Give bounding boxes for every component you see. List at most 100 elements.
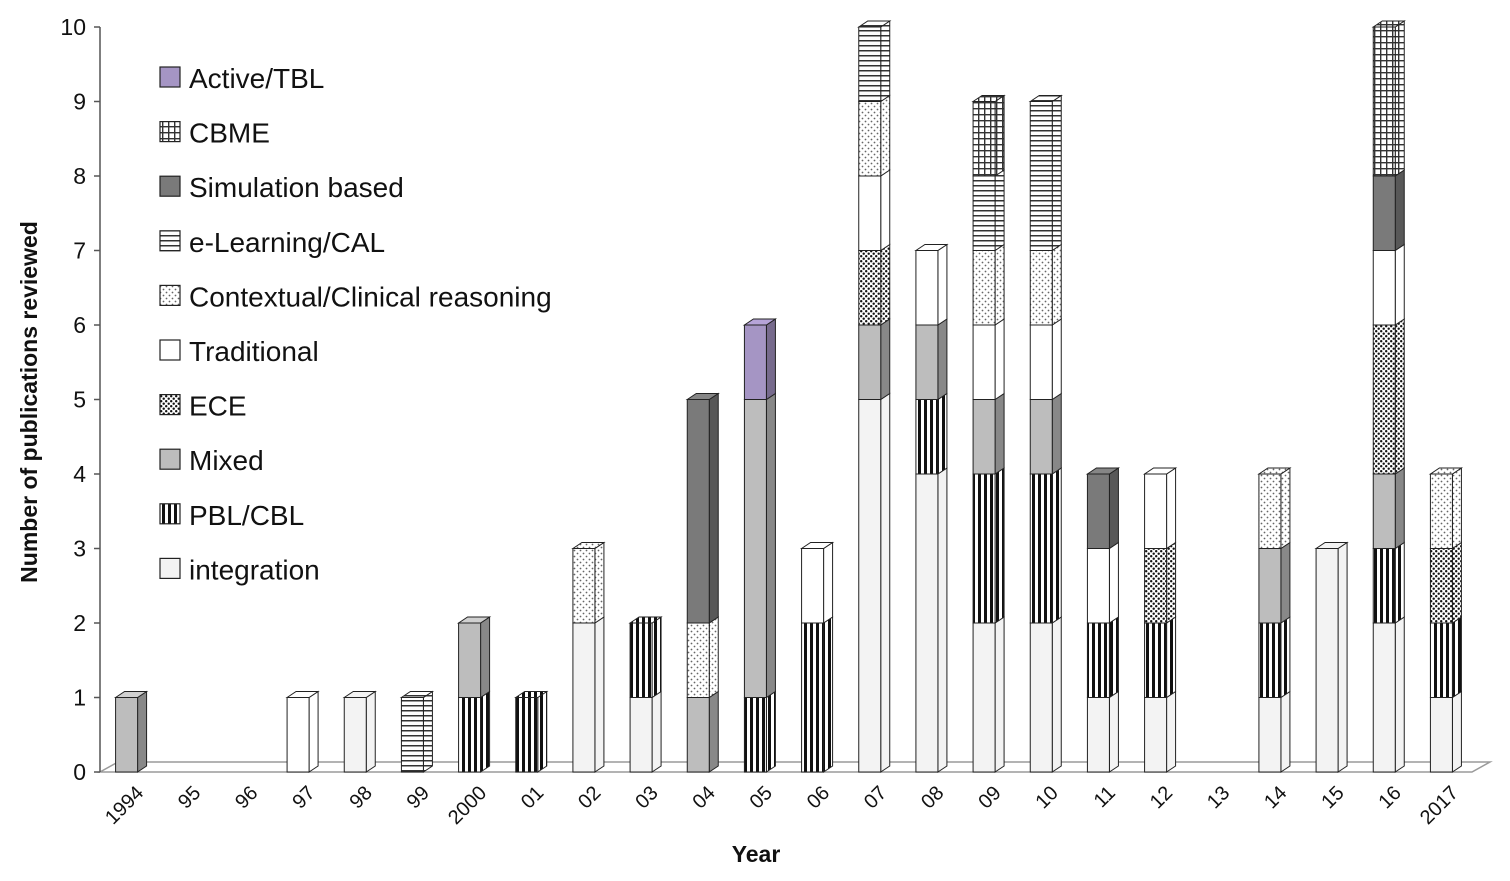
bar-segment xyxy=(1258,690,1291,773)
bar-top xyxy=(1085,467,1121,475)
bar-front xyxy=(972,175,996,251)
legend-item: Mixed xyxy=(159,445,264,476)
bar-segment xyxy=(972,392,1005,475)
bar-segment xyxy=(1429,541,1462,624)
x-tick-label: 97 xyxy=(288,782,319,813)
legend: Active/TBL CBME Simulation based e-Learning… xyxy=(159,63,552,585)
bar-top xyxy=(628,616,663,624)
x-tick-label: 09 xyxy=(974,782,1005,813)
bar-side xyxy=(994,94,1005,177)
bar-segment xyxy=(1314,541,1349,773)
bar-top xyxy=(1028,95,1063,102)
bar-side xyxy=(365,690,376,773)
bar-side xyxy=(594,541,605,624)
bar-segment xyxy=(1144,616,1177,699)
bar-top xyxy=(971,95,1006,102)
bar-top xyxy=(799,542,835,549)
bar-side xyxy=(651,616,662,699)
bar-front xyxy=(1372,473,1396,549)
bar-segment xyxy=(1429,690,1462,773)
legend-label: CBME xyxy=(189,118,270,149)
y-tick-label: 6 xyxy=(73,312,86,338)
bar-front xyxy=(458,697,482,773)
legend-item: Contextual/Clinical reasoning xyxy=(159,281,552,312)
y-tick-label: 7 xyxy=(73,238,86,264)
legend-label: PBL/CBL xyxy=(189,500,304,531)
x-axis-title: Year xyxy=(732,841,781,867)
bar-side xyxy=(708,616,719,699)
bar-front xyxy=(743,697,767,773)
y-tick-label: 10 xyxy=(60,14,86,40)
bar-front xyxy=(1086,622,1110,698)
bar-segment xyxy=(858,243,891,326)
y-tick-label: 5 xyxy=(73,387,86,413)
bar-top xyxy=(1371,20,1406,28)
bar-top xyxy=(514,691,549,698)
bar-side xyxy=(1051,392,1062,475)
bar-front xyxy=(1429,548,1453,624)
bar-side xyxy=(1280,690,1291,773)
bar-side xyxy=(937,243,948,326)
bar-side xyxy=(1108,467,1119,550)
legend-swatch xyxy=(159,230,181,252)
x-tick-label: 12 xyxy=(1146,782,1177,813)
bar-side xyxy=(594,616,605,773)
bar-top xyxy=(342,691,377,698)
bar-side xyxy=(1280,616,1291,699)
bar-segment xyxy=(972,616,1005,773)
bar-segment xyxy=(342,690,377,773)
bar-segment xyxy=(858,392,891,773)
bar-front xyxy=(629,622,653,698)
bar-segment xyxy=(113,690,149,773)
bar-front xyxy=(515,697,539,773)
bar-side xyxy=(994,616,1005,773)
bar-front xyxy=(286,697,310,773)
bar-side xyxy=(537,690,548,773)
bar-segment xyxy=(1144,541,1177,624)
bar-side xyxy=(1394,467,1405,550)
bar-segment xyxy=(743,690,776,773)
bar-segment xyxy=(686,616,719,699)
bar-top xyxy=(285,691,320,698)
bar-side xyxy=(137,690,148,773)
bar-front xyxy=(629,697,653,773)
bar-side xyxy=(480,616,491,699)
bar-segment xyxy=(857,20,892,103)
bar-front xyxy=(1144,473,1168,549)
bar-side xyxy=(1051,616,1062,773)
bar-front xyxy=(801,622,825,773)
bar-side xyxy=(1051,318,1062,401)
bar-front xyxy=(972,473,996,624)
x-tick-label: 2017 xyxy=(1416,782,1463,829)
x-tick-label: 95 xyxy=(174,782,205,813)
bar-front xyxy=(972,101,996,177)
bar-segment xyxy=(743,392,776,699)
bar-side xyxy=(765,690,776,773)
bar-segment xyxy=(1029,392,1062,475)
bar-side xyxy=(1166,616,1177,699)
bar-front xyxy=(1029,101,1053,251)
bar-side xyxy=(937,318,948,401)
bar-segment xyxy=(685,392,720,624)
legend-item: CBME xyxy=(159,118,270,149)
bar-segment xyxy=(1029,243,1062,326)
bar-top xyxy=(857,20,892,28)
bar-front xyxy=(972,622,996,773)
bar-side xyxy=(880,392,891,773)
bar-front xyxy=(1258,697,1282,773)
legend-swatch xyxy=(159,394,181,416)
x-tick-label: 15 xyxy=(1317,782,1348,813)
x-tick-label: 02 xyxy=(574,782,605,813)
bar-front xyxy=(743,399,767,698)
bar-front xyxy=(1029,622,1053,773)
legend-label: Contextual/Clinical reasoning xyxy=(189,281,552,312)
x-tick-label: 1994 xyxy=(101,782,148,829)
bar-segment xyxy=(858,94,891,177)
bar-segment xyxy=(858,169,891,252)
bar-side xyxy=(823,616,834,773)
legend-item: ECE xyxy=(159,391,247,422)
y-tick-label: 2 xyxy=(73,610,86,636)
bar-segment xyxy=(914,243,949,326)
bar-front xyxy=(1086,473,1110,549)
bar-front xyxy=(1429,473,1453,549)
